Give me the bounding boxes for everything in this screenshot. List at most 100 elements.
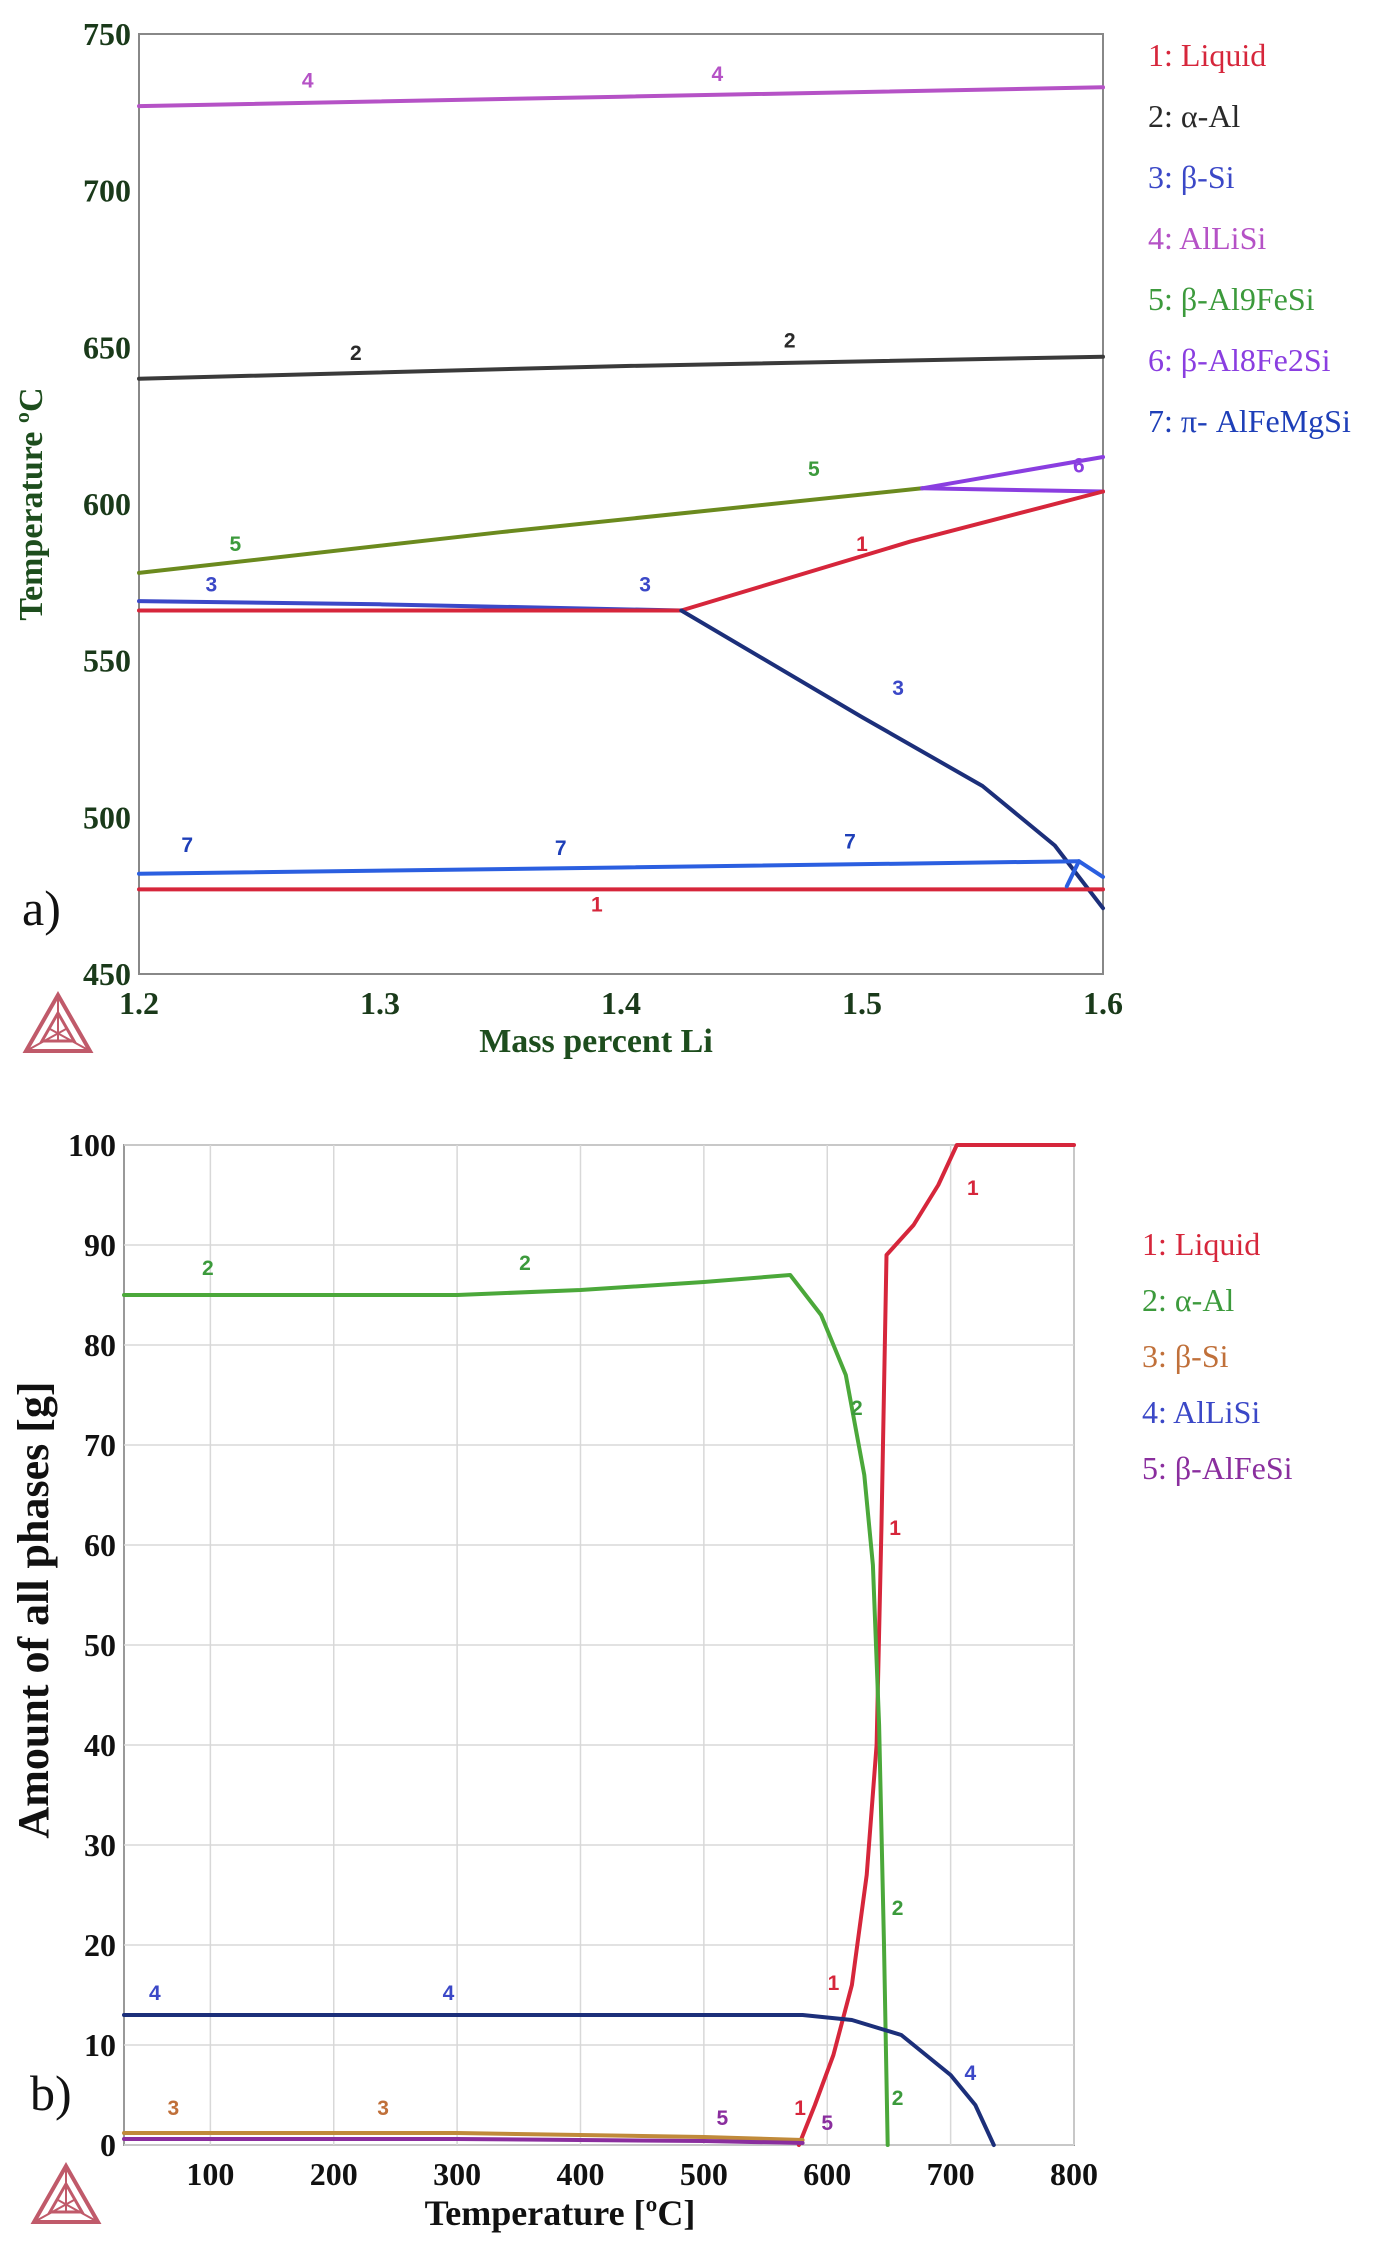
y-tick-label: 650 [83,329,131,365]
legend-entry: 3: β-Si [1148,159,1235,195]
legend-entry: 2: α-Al [1142,1282,1234,1318]
curve-label: 6 [1073,455,1085,478]
chart-a-x-axis-label: Mass percent Li [479,1023,713,1060]
chart-b-series [122,1143,1076,2147]
series-line-2 [122,1273,890,2147]
y-tick-label: 30 [84,1827,116,1863]
chart-a-y-axis-label: Temperature ºC [13,387,50,620]
legend-entry: 5: β-Al9FeSi [1148,281,1315,317]
series-line-4 [122,2013,996,2147]
y-tick-label: 80 [84,1327,116,1363]
chart-b-x-ticks: 100 200 300 400 500 600 700 800 [186,2156,1098,2192]
y-tick-label: 70 [84,1427,116,1463]
chart-b-x-axis-label: Temperature [ºC] [425,2193,696,2233]
curve-label: 7 [181,834,193,857]
chart-b-y-axis-label: Amount of all phases [g] [9,1381,58,1838]
series-line-7 [137,859,1081,876]
chart-a-panel-label: a) [22,880,61,936]
curve-label: 4 [443,1982,455,2005]
curve-label: 3 [892,677,904,700]
series-line-6 [920,455,1105,491]
curve-label: 7 [555,837,567,860]
chart-a: 450 500 550 600 650 700 750 1.2 1.3 1.4 1.5 1.6 4 4… [13,16,1351,1060]
legend-entry: 7: π- AlFeMgSi [1148,403,1351,439]
curve-label: 3 [377,2097,389,2120]
y-tick-label: 10 [84,2027,116,2063]
curve-label: 4 [965,2062,977,2085]
curve-label: 5 [230,533,242,556]
y-tick-label: 0 [100,2127,116,2163]
legend-entry: 4: AlLiSi [1142,1394,1260,1430]
chart-a-series [137,85,1105,911]
chart-b: 0 10 20 30 40 50 60 70 80 90 100 100 200 300 400 500 60… [9,1127,1293,2233]
chart-a-plot-area [138,33,1104,975]
series-line-3 [679,608,1105,911]
chart-a-curve-labels: 4 4 2 2 5 5 6 1 3 3 3 7 7 7 1 [181,63,1084,916]
curve-label: 2 [851,1397,863,1420]
x-tick-label: 1.6 [1083,985,1123,1021]
legend-entry: 2: α-Al [1148,98,1240,134]
x-tick-label: 100 [186,2156,234,2192]
y-tick-label: 40 [84,1727,116,1763]
y-tick-label: 700 [83,173,131,209]
chart-b-panel-label: b) [30,2065,72,2121]
y-tick-label: 450 [83,956,131,992]
curve-label: 5 [808,458,820,481]
x-tick-label: 500 [680,2156,728,2192]
chart-b-grid [124,1144,1075,2146]
thermocalc-logo-icon [22,990,94,1053]
series-line-6 [920,486,1105,494]
chart-b-legend: 1: Liquid 2: α-Al 3: β-Si 4: AlLiSi 5: β-AlF… [1142,1226,1293,1486]
chart-b-curve-labels: 2 2 2 2 2 1 1 1 1 4 4 4 3 3 5 5 [149,1177,979,2135]
curve-label: 5 [821,2112,833,2135]
series-line-2 [137,354,1105,381]
x-tick-label: 1.2 [119,985,159,1021]
series-line-7 [1064,859,1105,889]
curve-label: 3 [639,574,651,597]
legend-entry: 1: Liquid [1142,1226,1260,1262]
legend-entry: 6: β-Al8Fe2Si [1148,342,1331,378]
y-tick-label: 500 [83,799,131,835]
legend-entry: 3: β-Si [1142,1338,1229,1374]
y-tick-label: 600 [83,486,131,522]
x-tick-label: 400 [556,2156,604,2192]
legend-entry: 5: β-AlFeSi [1142,1450,1293,1486]
series-line-1 [796,1143,1076,2147]
x-tick-label: 1.3 [360,985,400,1021]
x-tick-label: 800 [1050,2156,1098,2192]
series-line-4 [137,85,1105,109]
y-tick-label: 550 [83,643,131,679]
x-tick-label: 1.4 [601,985,641,1021]
curve-label: 2 [350,342,362,365]
y-tick-label: 750 [83,16,131,52]
curve-label: 4 [149,1982,161,2005]
thermocalc-logo-icon [30,2161,102,2224]
x-tick-label: 200 [310,2156,358,2192]
series-line-5 [122,2137,805,2145]
x-tick-label: 700 [927,2156,975,2192]
chart-a-legend: 1: Liquid 2: α-Al 3: β-Si 4: AlLiSi 5: β-Al9… [1148,37,1351,439]
curve-label: 1 [856,533,868,556]
y-tick-label: 90 [84,1227,116,1263]
curve-label: 5 [717,2107,729,2130]
curve-label: 2 [519,1252,531,1275]
curve-label: 2 [202,1257,214,1280]
curve-label: 7 [844,831,856,854]
series-line-1 [679,489,1105,613]
curve-label: 4 [302,69,314,92]
series-line-5 [137,486,925,575]
y-tick-label: 60 [84,1527,116,1563]
curve-label: 2 [892,1897,904,1920]
y-tick-label: 100 [68,1127,116,1163]
legend-entry: 4: AlLiSi [1148,220,1266,256]
curve-label: 2 [892,2087,904,2110]
legend-entry: 1: Liquid [1148,37,1266,73]
x-tick-label: 1.5 [842,985,882,1021]
series-line-3 [122,2131,805,2142]
x-tick-label: 300 [433,2156,481,2192]
chart-a-y-ticks: 450 500 550 600 650 700 750 [83,16,131,992]
y-tick-label: 50 [84,1627,116,1663]
curve-label: 1 [794,2097,806,2120]
x-tick-label: 600 [803,2156,851,2192]
